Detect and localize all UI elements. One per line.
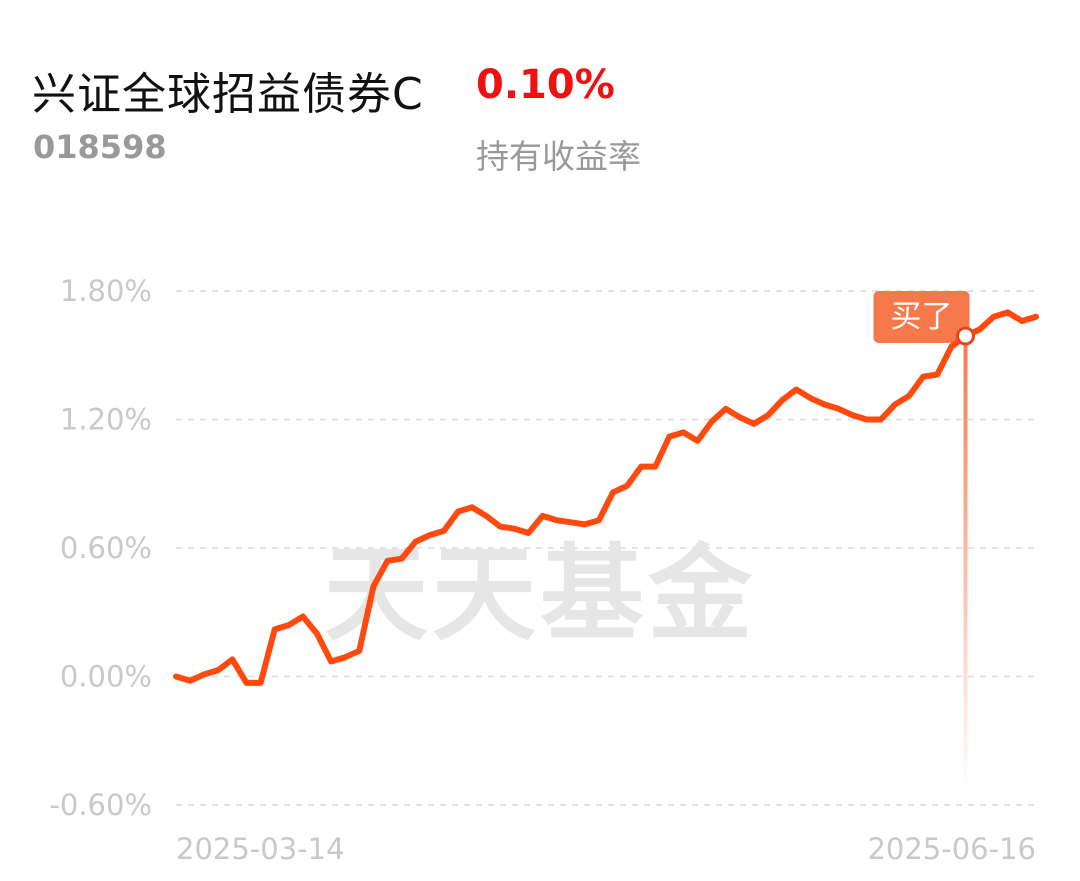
y-tick-label: 1.20%	[60, 403, 152, 437]
x-tick-label-start: 2025-03-14	[176, 832, 345, 866]
holding-return-value: 0.10%	[476, 62, 615, 108]
y-tick-label: 1.80%	[60, 274, 152, 308]
fund-code: 018598	[33, 128, 167, 166]
buy-marker-point	[956, 326, 976, 346]
x-tick-label-end: 2025-06-16	[867, 832, 1036, 866]
y-tick-label: 0.00%	[60, 660, 152, 694]
y-tick-label: -0.60%	[49, 788, 152, 822]
fund-name: 兴证全球招益债券C	[32, 69, 424, 120]
buy-marker-badge	[873, 290, 970, 343]
buy-marker-label: 买了	[891, 299, 953, 335]
holding-return-label: 持有收益率	[476, 137, 641, 176]
y-tick-label: 0.60%	[60, 531, 152, 565]
return-series-line	[173, 309, 1039, 686]
buy-marker-stem	[963, 335, 968, 790]
watermark-text: 天天基金	[324, 533, 756, 655]
